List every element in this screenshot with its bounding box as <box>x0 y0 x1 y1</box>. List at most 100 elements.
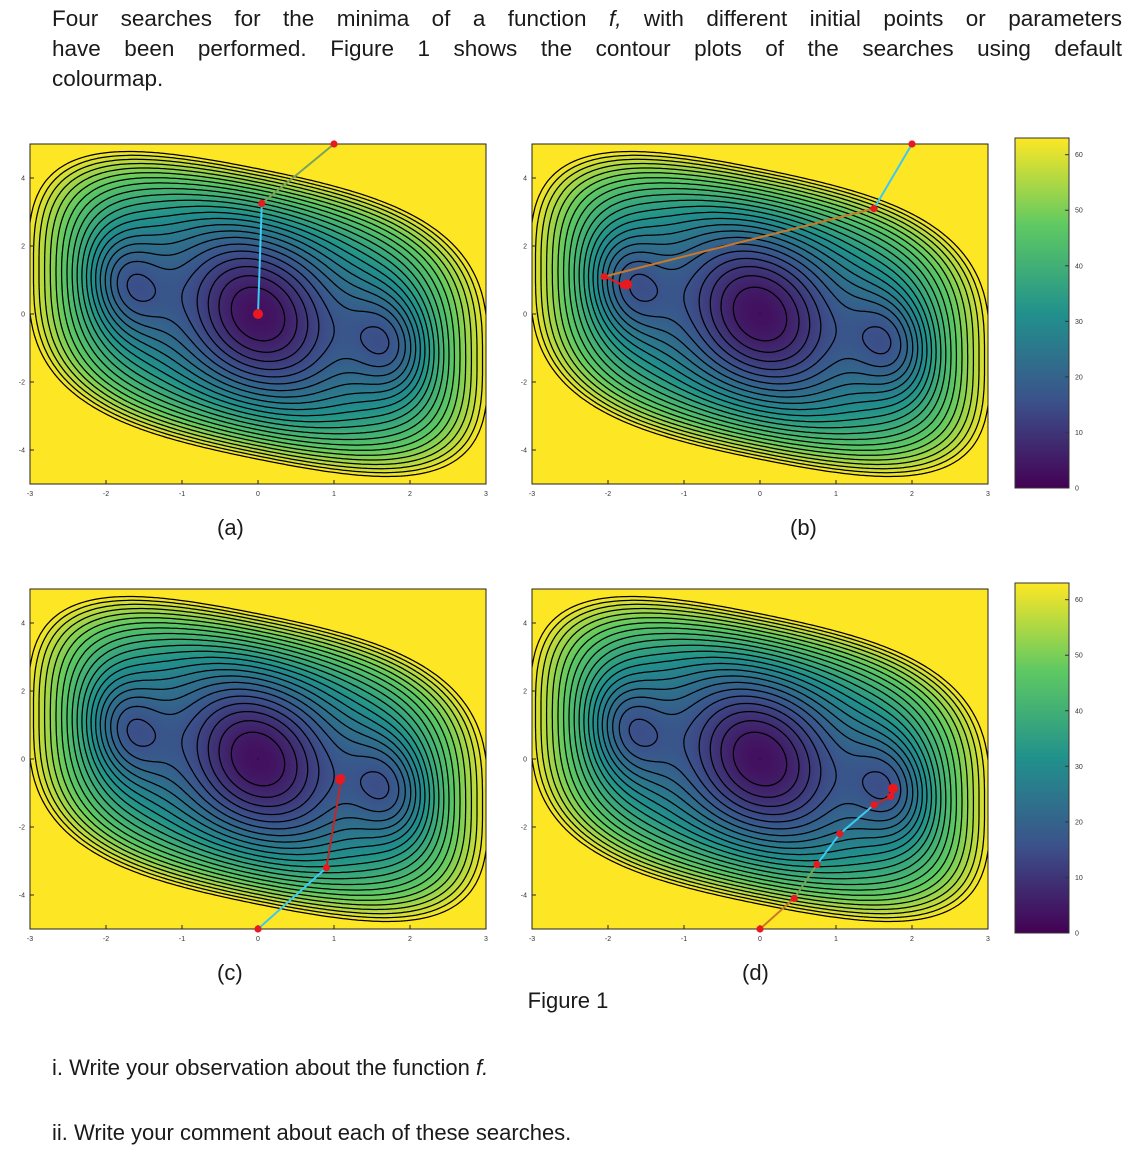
contour-level-16 <box>66 182 450 446</box>
x-tick-label: -3 <box>529 491 535 498</box>
contour-level-12 <box>587 650 933 868</box>
contour-level-20 <box>545 607 975 911</box>
y-tick-label: 4 <box>21 621 25 628</box>
colorbar-top: 0 10 20 30 40 50 60 <box>1014 137 1083 493</box>
contour-level-23 <box>30 595 486 923</box>
x-tick-label: -3 <box>27 936 33 943</box>
search-point-a <box>258 199 266 208</box>
search-point-b <box>600 273 608 281</box>
contour-level-17 <box>562 177 958 451</box>
contour-level-16 <box>568 182 952 446</box>
contour-level-19 <box>551 167 969 461</box>
y-tick-label: -2 <box>19 825 25 832</box>
contour-level-20 <box>43 607 473 911</box>
x-tick-label: 1 <box>332 936 336 943</box>
y-tick-label: 0 <box>21 757 25 764</box>
x-tick-label: -1 <box>681 936 687 943</box>
x-tick-label: 1 <box>332 491 336 498</box>
y-tick-label: 0 <box>523 312 527 319</box>
contour-level-7 <box>612 681 908 837</box>
contour-level-12 <box>587 205 933 423</box>
contour-level-1 <box>732 731 788 787</box>
y-tick-label: 2 <box>21 689 25 696</box>
y-tick-label: 4 <box>21 176 25 183</box>
x-tick-label: 2 <box>408 936 412 943</box>
search-point-b <box>870 205 878 213</box>
contour-level-19 <box>49 612 467 906</box>
contour-level-7 <box>110 681 406 837</box>
x-tick-label: 3 <box>986 491 990 498</box>
contour-level-5 <box>126 250 390 378</box>
search-segment-d <box>839 804 875 835</box>
contour-level-11 <box>592 211 928 417</box>
contour-level-2 <box>218 275 298 353</box>
contour-level-8 <box>104 675 412 843</box>
contour-level-13 <box>583 199 937 429</box>
colorbar-tick-label: 30 <box>1075 319 1083 326</box>
contour-level-21 <box>540 603 980 915</box>
contour-level-10 <box>95 662 421 856</box>
search-point-b <box>622 279 632 290</box>
contour-level-13 <box>583 644 937 874</box>
search-point-d <box>813 860 821 868</box>
search-segment-a <box>261 143 335 205</box>
contour-level-13 <box>81 199 435 429</box>
intro-paragraph: Four searches for the minima of a functi… <box>52 4 1122 94</box>
contour-level-23 <box>532 595 988 923</box>
y-tick-label: 4 <box>523 621 527 628</box>
search-point-a <box>253 309 263 319</box>
contour-level-3 <box>207 265 309 363</box>
y-tick-label: 0 <box>21 312 25 319</box>
y-tick-label: 2 <box>21 244 25 251</box>
contour-level-12 <box>85 650 431 868</box>
contour-plot-b: -3 -2 -1 0 1 2 3 -4 -2 0 2 4 <box>521 140 990 498</box>
contour-level-3 <box>709 265 811 363</box>
colorbar-tick-label: 60 <box>1075 597 1083 604</box>
intro-line-2: have been performed. Figure 1 shows the … <box>52 36 1122 61</box>
contour-level-23 <box>532 150 988 478</box>
x-tick-label: 3 <box>484 491 488 498</box>
x-tick-label: 3 <box>484 936 488 943</box>
contour-level-14 <box>578 638 942 880</box>
y-tick-label: 4 <box>523 176 527 183</box>
contour-level-2 <box>720 275 800 353</box>
colorbar-tick-label: 20 <box>1075 819 1083 826</box>
search-point-d <box>836 830 844 838</box>
y-tick-label: -4 <box>521 893 527 900</box>
caption-c: (c) <box>217 960 243 985</box>
contour-level-18 <box>557 617 963 901</box>
contour-level-6 <box>116 688 400 830</box>
colorbar-tick-label: 10 <box>1075 875 1083 882</box>
y-tick-label: -2 <box>521 380 527 387</box>
search-segment-d <box>793 863 818 899</box>
caption-d: (d) <box>742 960 769 985</box>
contour-level-2 <box>720 720 800 798</box>
contour-level-22 <box>32 154 484 474</box>
colorbar-tick-label: 30 <box>1075 764 1083 771</box>
contour-plot-c: -3 -2 -1 0 1 2 3 -4 -2 0 2 4 <box>19 588 488 943</box>
search-point-b <box>908 140 916 148</box>
colorbar-bottom: 0 10 20 30 40 50 60 <box>1014 582 1083 938</box>
search-segment-c <box>325 777 343 868</box>
search-segment-d <box>816 833 841 865</box>
search-point-d <box>870 801 878 809</box>
contour-plot-d: -3 -2 -1 0 1 2 3 -4 -2 0 2 4 <box>521 588 990 943</box>
question-2: ii. Write your comment about each of the… <box>52 1120 572 1145</box>
contour-level-21 <box>38 603 478 915</box>
contour-level-3 <box>709 710 811 808</box>
contour-level-4 <box>196 702 320 816</box>
contour-level-17 <box>562 622 958 896</box>
contour-level-21 <box>540 158 980 470</box>
search-point-d <box>888 783 898 794</box>
y-tick-label: -4 <box>521 448 527 455</box>
x-tick-label: 0 <box>256 491 260 498</box>
contour-level-16 <box>66 627 450 891</box>
contour-level-22 <box>32 599 484 919</box>
search-segment-b <box>603 207 875 278</box>
x-tick-label: -2 <box>605 936 611 943</box>
contour-level-17 <box>60 622 456 896</box>
contour-level-10 <box>597 662 923 856</box>
x-tick-label: 3 <box>986 936 990 943</box>
contour-level-8 <box>606 230 914 398</box>
x-tick-label: 1 <box>834 936 838 943</box>
